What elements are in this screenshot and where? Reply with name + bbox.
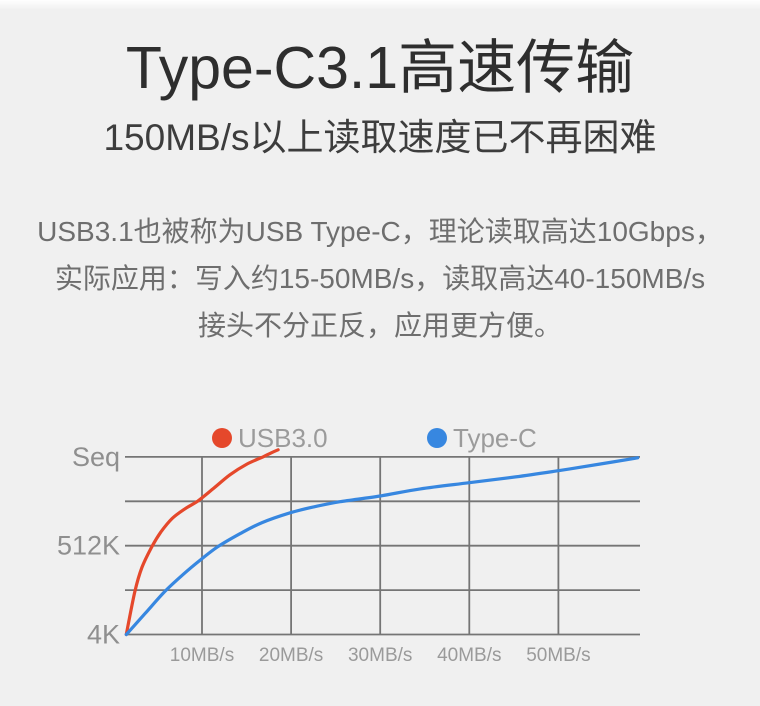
y-axis-label-512k: 512K [57,531,120,561]
legend-label-usb3-0: USB3.0 [238,423,328,453]
description-line-3: 接头不分正反，应用更方便。 [197,310,562,341]
description-line-1: USB3.1也被称为USB Type-C，理论读取高达10Gbps， [37,216,723,247]
legend-dot-usb3-0 [212,428,232,448]
x-axis-label-10mbs: 10MB/s [170,645,234,666]
top-fade-strip [0,0,760,10]
page-subtitle: 150MB/s以上读取速度已不再困难 [103,117,657,158]
legend-dot-type-c [427,428,447,448]
usb3-curve [124,448,280,637]
speed-comparison-chart: 4K 512K Seq 10MB/s 20MB/s 30MB/s 40MB/s 50MB/s U… [57,423,640,666]
type-c-curve [124,456,640,637]
description-line-2: 实际应用：写入约15-50MB/s，读取高达40-150MB/s [54,263,706,294]
y-axis-label-seq: Seq [72,442,120,472]
x-axis-label-20mbs: 20MB/s [259,645,323,666]
x-axis-label-50mbs: 50MB/s [526,645,590,666]
page-title: Type-C3.1高速传输 [125,35,635,101]
x-axis-label-40mbs: 40MB/s [437,645,501,666]
description-block: USB3.1也被称为USB Type-C，理论读取高达10Gbps， 实际应用：… [0,208,760,349]
legend-label-type-c: Type-C [453,423,537,453]
y-axis-label-4k: 4K [87,620,120,650]
x-axis-label-30mbs: 30MB/s [348,645,412,666]
